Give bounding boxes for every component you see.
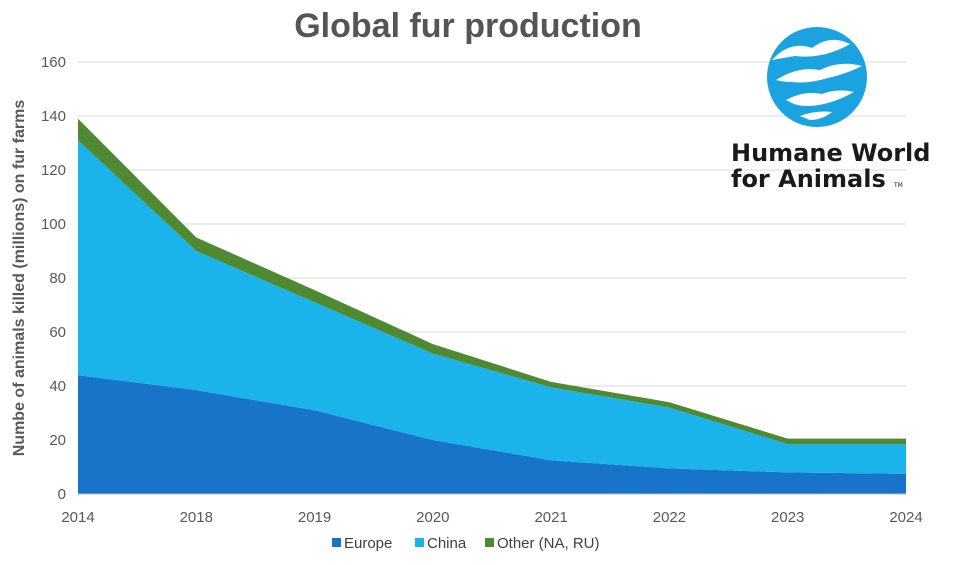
area-china [78, 140, 906, 474]
y-tick-label: 20 [49, 432, 66, 449]
y-tick-label: 160 [41, 54, 66, 71]
legend-item: Europe [332, 535, 392, 552]
area-europe [78, 375, 906, 494]
x-tick-label: 2023 [771, 509, 804, 526]
logo-line-1: Humane World [731, 139, 930, 167]
x-tick-label: 2024 [889, 509, 922, 526]
y-axis-label: Numbe of animals killed (millions) on fu… [11, 100, 28, 457]
x-tick-label: 2022 [653, 509, 686, 526]
logo: Humane World for Animals TM [731, 27, 930, 193]
x-tick-label: 2021 [534, 509, 567, 526]
plot-areas [78, 118, 906, 495]
y-tick-label: 60 [49, 324, 66, 341]
y-tick-label: 140 [41, 108, 66, 125]
legend-swatch [415, 538, 424, 547]
legend-label: China [427, 535, 467, 552]
legend-swatch [332, 538, 341, 547]
legend-swatch [485, 538, 494, 547]
y-tick-label: 100 [41, 216, 66, 233]
chart-title: Global fur production [294, 7, 642, 45]
logo-trademark: TM [893, 182, 903, 189]
y-tick-label: 0 [58, 486, 66, 503]
legend-label: Other (NA, RU) [497, 535, 600, 552]
legend-item: Other (NA, RU) [485, 535, 600, 552]
y-tick-label: 120 [41, 162, 66, 179]
x-tick-label: 2014 [61, 509, 94, 526]
y-tick-label: 80 [49, 270, 66, 287]
x-tick-label: 2020 [416, 509, 449, 526]
legend-item: China [415, 535, 467, 552]
y-axis-ticks: 0 20 40 60 80 100 120 140 160 [41, 54, 66, 503]
legend: Europe China Other (NA, RU) [332, 535, 600, 552]
logo-line-2: for Animals [731, 165, 886, 193]
y-tick-label: 40 [49, 378, 66, 395]
x-tick-label: 2019 [298, 509, 331, 526]
x-tick-label: 2018 [180, 509, 213, 526]
logo-globe-icon [767, 27, 867, 127]
legend-label: Europe [344, 535, 392, 552]
x-axis-ticks: 2014 2018 2019 2020 2021 2022 2023 2024 [61, 509, 922, 526]
